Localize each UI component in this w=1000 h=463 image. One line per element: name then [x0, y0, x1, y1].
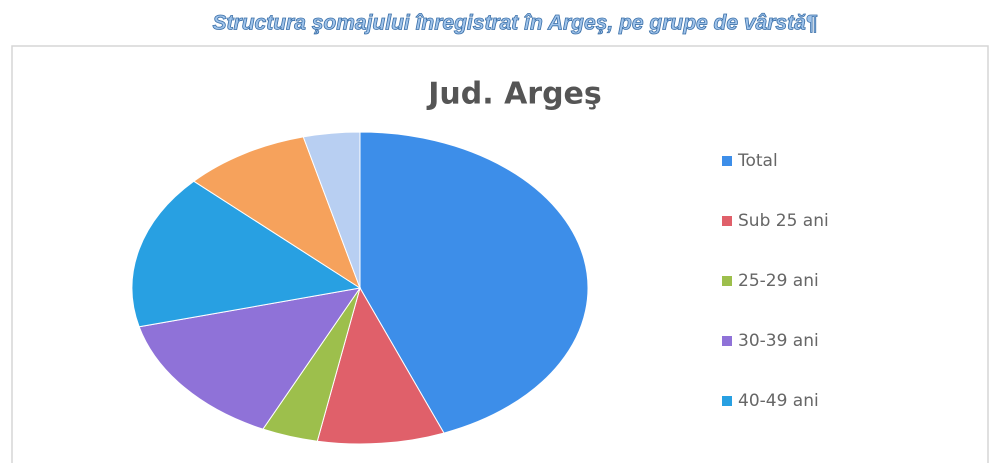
legend-label: Sub 25 ani: [738, 211, 829, 231]
legend-label: 25-29 ani: [738, 271, 819, 291]
legend-label: 30-39 ani: [738, 331, 819, 351]
legend-swatch: [722, 276, 732, 286]
pie-slice: [131, 180, 362, 328]
pie-slice: [359, 131, 589, 434]
legend-swatch: [722, 156, 732, 166]
legend-swatch: [722, 336, 732, 346]
legend-label: Total: [737, 151, 778, 171]
pie-slice: [138, 287, 362, 430]
pie-slice: [316, 286, 445, 445]
chart-title: Jud. Argeş: [426, 77, 602, 112]
legend-swatch: [722, 396, 732, 406]
pie-slice: [302, 131, 361, 289]
pie-slice: [192, 136, 361, 290]
legend-swatch: [722, 216, 732, 226]
legend-label: 40-49 ani: [738, 391, 819, 411]
document-title: Structura şomajului înregistrat în Argeş…: [213, 12, 818, 35]
